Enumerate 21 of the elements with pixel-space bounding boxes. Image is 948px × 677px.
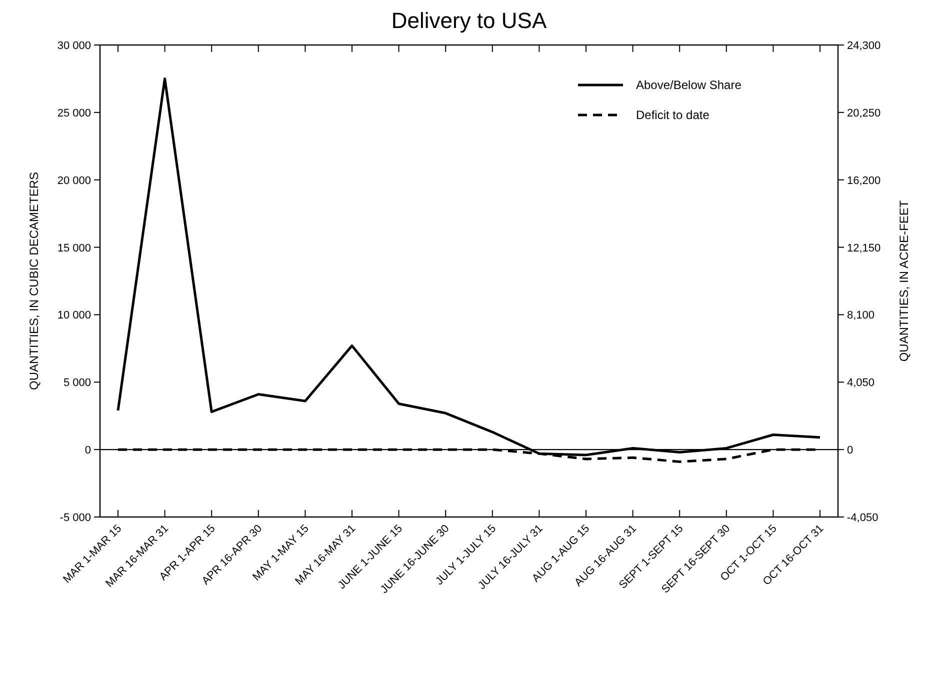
y2-tick-label: 16,200: [847, 174, 881, 187]
y-tick-label: 0: [84, 444, 91, 457]
y-tick-label: -5 000: [60, 512, 91, 524]
y2-tick-label: 20,250: [847, 107, 881, 120]
y2-tick-label: 0: [847, 444, 854, 457]
y-tick-label: 20 000: [57, 174, 91, 187]
y-tick-label: 10 000: [57, 310, 91, 322]
y-tick-label: 15 000: [57, 242, 91, 254]
y2-tick-label: 4,050: [847, 377, 875, 390]
y-tick-label: 30 000: [57, 40, 91, 52]
chart-title: Delivery to USA: [391, 8, 547, 33]
legend-label: Deficit to date: [636, 108, 710, 122]
y2-tick-label: 12,150: [847, 242, 881, 254]
y-tick-label: 25 000: [57, 107, 91, 120]
y2-tick-label: 24,300: [847, 40, 881, 52]
y2-axis-title: QUANTITIES, IN ACRE-FEET: [897, 200, 911, 362]
y2-tick-label: 8,100: [847, 310, 875, 322]
y-tick-label: 5 000: [63, 377, 91, 390]
legend-label: Above/Below Share: [636, 78, 742, 92]
y-axis-title: QUANTITIES, IN CUBIC DECAMETERS: [27, 172, 41, 390]
y2-tick-label: -4,050: [847, 512, 878, 524]
